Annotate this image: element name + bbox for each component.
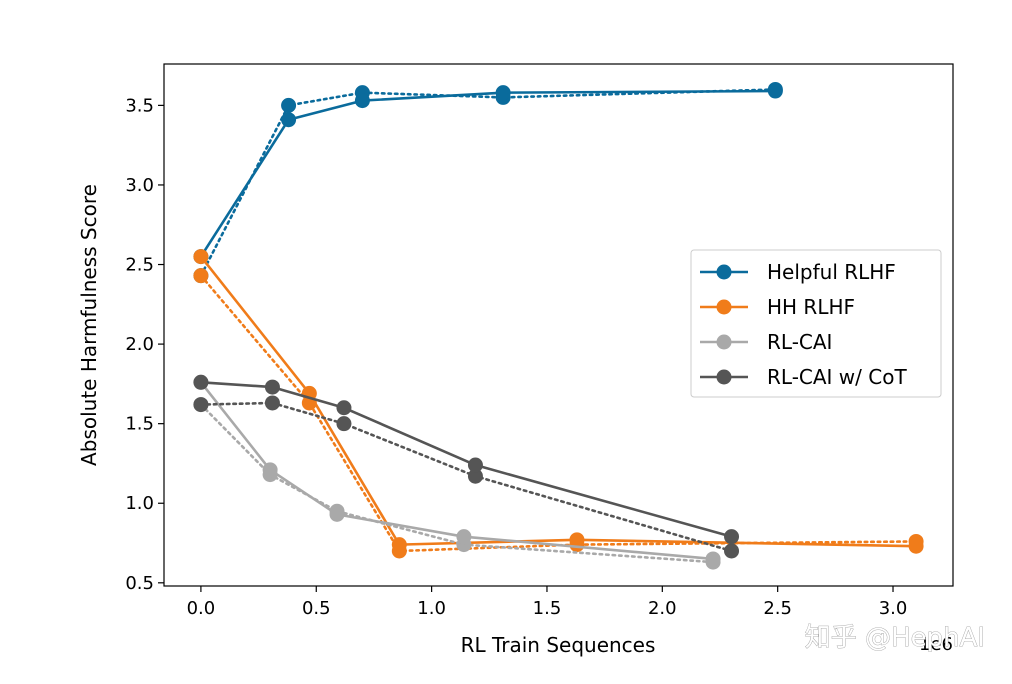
legend-marker [716,369,732,385]
data-point-dotted [467,468,483,484]
watermark-text: 知乎 @HephAI [805,623,985,653]
data-point [767,83,783,99]
x-tick-label: 1.0 [417,598,446,619]
data-point-dotted [264,395,280,411]
y-tick-label: 2.0 [125,334,154,355]
y-tick-label: 3.0 [125,175,154,196]
legend-marker [716,334,732,350]
x-tick-label: 0.5 [302,598,331,619]
data-point [705,551,721,567]
data-point-dotted [724,543,740,559]
data-point [281,112,297,128]
data-point [495,85,511,101]
data-point [569,532,585,548]
data-point [264,379,280,395]
data-point [724,529,740,545]
data-point [329,506,345,522]
y-tick-label: 1.0 [125,493,154,514]
y-tick-label: 3.5 [125,95,154,116]
data-point [467,457,483,473]
data-point [262,462,278,478]
series-solid-line [199,381,714,561]
data-point [456,529,472,545]
data-point [193,249,209,265]
legend-label: RL-CAI w/ CoT [767,365,907,389]
plot-frame [163,63,954,587]
data-point [354,93,370,109]
legend-label: Helpful RLHF [767,260,896,284]
data-point-dotted [193,268,209,284]
series-layer [193,81,924,570]
x-tick-label: 3.0 [879,598,908,619]
data-point [908,538,924,554]
data-point-dotted [336,416,352,432]
series-rl-cai-w-cot [193,374,740,559]
x-tick-label: 1.5 [533,598,562,619]
data-point [391,537,407,553]
legend-box [690,249,942,398]
x-axis-ticks: 0.0 0.5 1.0 1.5 2.0 2.5 3.0 [187,586,908,619]
series-hh-rlhf [193,249,924,559]
data-point [336,400,352,416]
x-tick-label: 2.5 [763,598,792,619]
legend-marker [716,264,732,280]
y-tick-label: 0.5 [125,573,154,594]
legend-label: RL-CAI [767,330,832,354]
x-axis-label: RL Train Sequences [461,633,656,657]
data-point [193,374,209,390]
x-tick-label: 2.0 [648,598,677,619]
legend: Helpful RLHF HH RLHF RL-CAI RL-CAI w/ CoT [690,249,942,398]
y-axis-ticks: 0.5 1.0 1.5 2.0 2.5 3.0 3.5 [125,95,164,594]
y-tick-label: 1.5 [125,414,154,435]
data-point-dotted [281,97,297,113]
y-axis-label: Absolute Harmfulness Score [77,184,101,466]
y-tick-label: 2.5 [125,255,154,276]
data-point-dotted [193,397,209,413]
x-axis-offset-text: 1e6 [919,634,953,655]
legend-marker [716,299,732,315]
legend-label: HH RLHF [767,295,855,319]
x-tick-label: 0.0 [187,598,216,619]
